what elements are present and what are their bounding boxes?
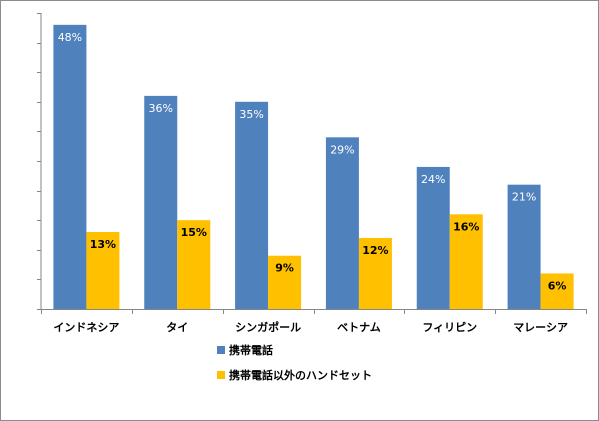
data-label-other-handset: 6% [548,279,567,292]
category-label: マレーシア [513,321,568,334]
bar-mobile-phone [53,24,87,310]
bar-mobile-phone [235,101,269,309]
data-label-mobile-phone: 35% [239,108,263,121]
data-label-mobile-phone: 29% [330,143,354,156]
data-label-other-handset: 16% [453,220,479,233]
bar-mobile-phone [144,95,178,309]
category-label: シンガポール [235,320,301,334]
bar-other-handset [268,255,302,309]
bar-other-handset [86,232,120,309]
bar-other-handset [449,214,483,309]
bar-other-handset [540,273,574,309]
legend-label-other-handset: 携帯電話以外のハンドセット [229,368,372,382]
legend-swatch-other-handset [217,371,225,379]
axes [37,13,587,314]
bar-mobile-phone [416,166,450,309]
bar-other-handset [177,220,211,309]
data-label-other-handset: 13% [90,238,116,251]
data-label-mobile-phone: 48% [58,31,82,44]
category-label: ベトナム [337,321,381,334]
bar-mobile-phone [507,184,541,309]
bar-mobile-phone [325,137,359,309]
category-label: フィリピン [422,321,477,334]
category-label: タイ [166,321,188,334]
bar-other-handset [358,237,392,309]
data-label-other-handset: 15% [181,226,207,239]
legend-swatch-mobile-phone [217,346,225,354]
bars [53,24,574,310]
category-label: インドネシア [53,321,119,334]
legend-label-mobile-phone: 携帯電話 [229,343,273,357]
data-label-other-handset: 9% [275,262,294,275]
data-label-mobile-phone: 36% [149,102,173,115]
data-label-mobile-phone: 21% [512,191,536,204]
data-label-other-handset: 12% [362,244,388,257]
labels: 48% 13% インドネシア 36% 15% タイ 35% 9% シンガポール 29% 12% ベトナ… [53,31,568,334]
data-label-mobile-phone: 24% [421,173,445,186]
